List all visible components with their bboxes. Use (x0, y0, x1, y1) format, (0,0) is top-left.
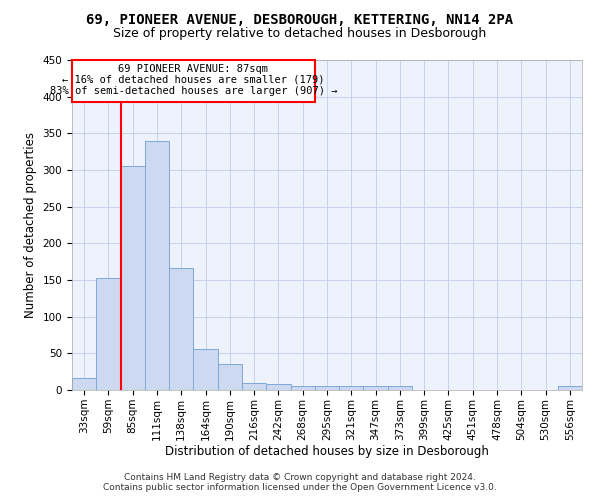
Text: 83% of semi-detached houses are larger (907) →: 83% of semi-detached houses are larger (… (50, 86, 337, 96)
Y-axis label: Number of detached properties: Number of detached properties (24, 132, 37, 318)
Bar (193, 349, 218, 390)
Bar (145, 140, 169, 390)
Bar (242, 382, 266, 390)
Bar (266, 384, 290, 390)
X-axis label: Distribution of detached houses by size in Desborough: Distribution of detached houses by size … (165, 446, 489, 458)
Bar (72, 378, 96, 390)
Text: ← 16% of detached houses are smaller (179): ← 16% of detached houses are smaller (17… (62, 74, 325, 85)
Text: 69 PIONEER AVENUE: 87sqm: 69 PIONEER AVENUE: 87sqm (118, 64, 268, 74)
Text: Contains HM Land Registry data © Crown copyright and database right 2024.: Contains HM Land Registry data © Crown c… (124, 472, 476, 482)
Bar (169, 268, 193, 390)
Bar (121, 166, 145, 390)
Bar (364, 386, 388, 390)
Bar (315, 386, 339, 390)
Bar (388, 386, 412, 390)
Text: 69, PIONEER AVENUE, DESBOROUGH, KETTERING, NN14 2PA: 69, PIONEER AVENUE, DESBOROUGH, KETTERIN… (86, 12, 514, 26)
Text: Contains public sector information licensed under the Open Government Licence v3: Contains public sector information licen… (103, 482, 497, 492)
Text: Size of property relative to detached houses in Desborough: Size of property relative to detached ho… (113, 28, 487, 40)
Bar (218, 364, 242, 390)
Bar (558, 386, 582, 390)
Bar (290, 386, 315, 390)
Bar (96, 278, 121, 390)
Bar (339, 386, 364, 390)
Bar (72, 60, 315, 102)
